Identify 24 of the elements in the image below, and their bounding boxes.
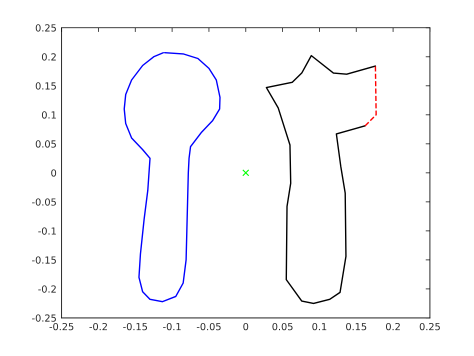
x-tick-label: -0.1 xyxy=(163,322,181,330)
x-tick-label: 0.25 xyxy=(420,322,440,330)
x-tick-label: -0.05 xyxy=(196,322,221,330)
x-tick-label: -0.2 xyxy=(89,322,107,330)
y-tick-label: 0.05 xyxy=(36,140,56,148)
x-tick-label: 0 xyxy=(243,322,248,330)
y-tick-label: -0.15 xyxy=(32,256,56,264)
y-tick-label: -0.05 xyxy=(32,198,56,206)
line-series xyxy=(124,52,221,302)
x-tick-label: 0.15 xyxy=(346,322,366,330)
x-tick-label: -0.25 xyxy=(50,322,74,330)
y-tick-label: -0.25 xyxy=(32,314,56,322)
y-tick-label: 0.2 xyxy=(42,53,56,61)
x-tick-label: 0.05 xyxy=(272,322,293,330)
x-tick-label: -0.15 xyxy=(123,322,148,330)
y-tick-label: 0 xyxy=(51,169,56,177)
y-tick-label: 0.1 xyxy=(42,111,56,119)
y-tick-label: 0.25 xyxy=(36,24,56,32)
y-tick-label: -0.2 xyxy=(38,285,56,293)
line-series xyxy=(266,54,376,304)
x-tick-label: 0.2 xyxy=(386,322,400,330)
y-tick-label: 0.15 xyxy=(36,82,56,90)
y-tick-label: -0.1 xyxy=(38,227,56,235)
x-tick-label: 0.1 xyxy=(312,322,326,330)
